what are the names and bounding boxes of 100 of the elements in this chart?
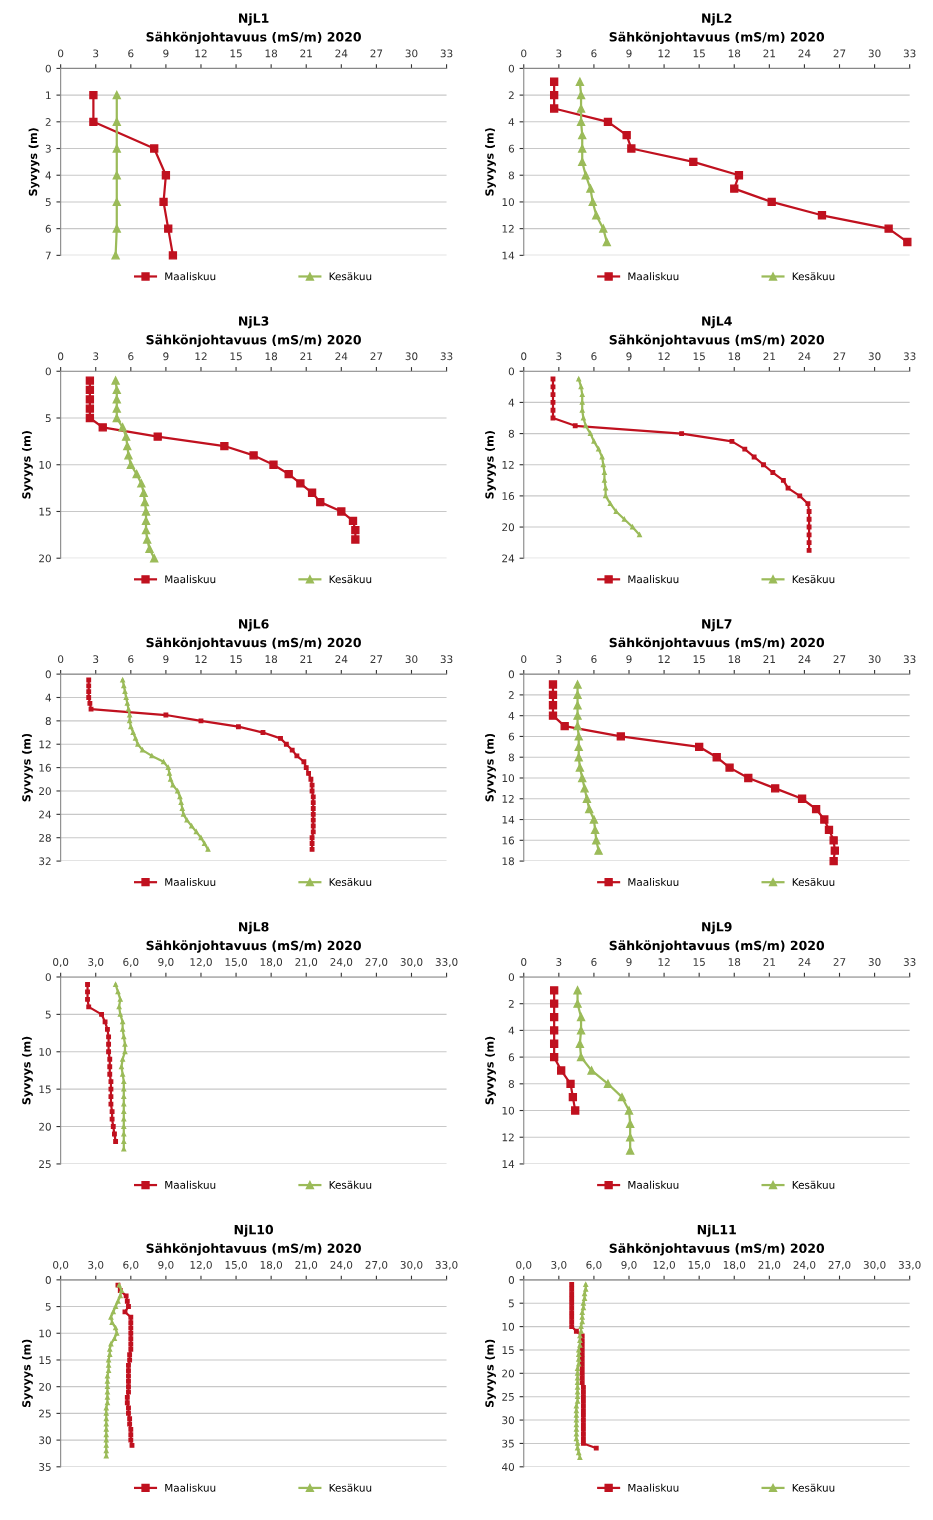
y-tick-label: 14 bbox=[502, 1160, 515, 1168]
y-axis-title: Syvyys (m) bbox=[21, 1036, 33, 1105]
chart-subtitle: Sähkönjohtavuus (mS/m) 2020 bbox=[609, 31, 825, 45]
y-tick-label: 25 bbox=[39, 1160, 51, 1169]
legend-label: Maaliskuu bbox=[628, 1483, 679, 1492]
y-tick-label: 0 bbox=[508, 1276, 515, 1284]
y-axis-title: Syvyys (m) bbox=[485, 1339, 496, 1408]
x-tick-label: 12,0 bbox=[190, 958, 212, 967]
y-axis-title: Syvyys (m) bbox=[21, 431, 33, 499]
x-tick-label: 33 bbox=[440, 49, 453, 58]
x-tick-label: 15 bbox=[230, 655, 242, 664]
x-tick-label: 27 bbox=[833, 49, 846, 58]
x-tick-label: 3 bbox=[556, 49, 562, 58]
x-tick-label: 12 bbox=[658, 655, 670, 663]
x-tick-label: 6 bbox=[591, 49, 597, 58]
x-tick-label: 18 bbox=[728, 49, 741, 58]
x-tick-label: 18 bbox=[265, 49, 278, 58]
legend-label: Maaliskuu bbox=[165, 575, 216, 584]
y-tick-label: 0 bbox=[45, 64, 51, 73]
x-tick-label: 6 bbox=[591, 655, 597, 664]
y-tick-label: 5 bbox=[508, 1299, 514, 1308]
x-tick-label: 9 bbox=[163, 49, 169, 58]
x-tick-label: 30,0 bbox=[400, 958, 423, 967]
x-tick-label: 27 bbox=[833, 958, 846, 966]
x-tick-label: 24 bbox=[335, 352, 348, 361]
x-tick-label: 6 bbox=[128, 49, 134, 58]
x-tick-label: 0 bbox=[58, 49, 64, 58]
x-tick-label: 0 bbox=[521, 352, 527, 361]
x-tick-label: 24 bbox=[335, 655, 348, 663]
x-tick-label: 27,0 bbox=[828, 1260, 851, 1270]
y-tick-label: 10 bbox=[39, 1047, 51, 1056]
x-tick-label: 24,0 bbox=[330, 958, 353, 967]
y-tick-label: 2 bbox=[508, 691, 514, 699]
y-tick-label: 7 bbox=[45, 251, 51, 260]
x-tick-label: 21 bbox=[763, 655, 775, 663]
x-tick-label: 0 bbox=[58, 655, 64, 664]
y-tick-label: 10 bbox=[39, 460, 51, 469]
chart-title: NjL6 bbox=[239, 618, 269, 632]
x-tick-label: 21 bbox=[300, 352, 312, 361]
x-tick-label: 21 bbox=[763, 352, 775, 361]
x-tick-label: 6 bbox=[591, 958, 597, 966]
x-tick-label: 18,0 bbox=[260, 958, 283, 967]
x-tick-label: 33 bbox=[903, 655, 916, 664]
y-tick-label: 18 bbox=[502, 857, 515, 866]
x-tick-label: 9,0 bbox=[621, 1260, 637, 1270]
y-tick-label: 35 bbox=[39, 1463, 51, 1471]
x-tick-label: 24 bbox=[798, 49, 811, 58]
legend-label: Kesäkuu bbox=[329, 575, 372, 584]
legend-label: Kesäkuu bbox=[329, 272, 372, 281]
legend-label: Maaliskuu bbox=[165, 877, 216, 886]
y-tick-label: 10 bbox=[39, 1329, 51, 1338]
x-tick-label: 15 bbox=[230, 49, 242, 58]
x-tick-label: 30 bbox=[868, 958, 881, 966]
y-tick-label: 4 bbox=[508, 118, 515, 126]
legend-label: Kesäkuu bbox=[792, 1180, 835, 1189]
x-tick-label: 3 bbox=[93, 655, 99, 664]
legend-label: Maaliskuu bbox=[628, 575, 679, 584]
chart-title: NjL1 bbox=[239, 13, 269, 26]
legend-label: Maaliskuu bbox=[628, 272, 679, 281]
y-tick-label: 30 bbox=[39, 1436, 51, 1445]
y-tick-label: 15 bbox=[39, 1356, 51, 1365]
x-tick-label: 12,0 bbox=[190, 1260, 212, 1270]
y-tick-label: 0 bbox=[45, 1276, 51, 1284]
y-tick-label: 14 bbox=[502, 815, 515, 824]
x-tick-label: 24,0 bbox=[330, 1260, 353, 1270]
x-tick-label: 6 bbox=[128, 655, 134, 664]
y-tick-label: 3 bbox=[45, 144, 51, 153]
x-tick-label: 33 bbox=[440, 352, 453, 361]
x-tick-label: 9,0 bbox=[158, 1260, 174, 1270]
y-tick-label: 5 bbox=[45, 198, 51, 207]
x-tick-label: 15 bbox=[693, 352, 705, 361]
y-tick-label: 0 bbox=[45, 973, 51, 982]
x-tick-label: 0 bbox=[521, 958, 527, 966]
chart-title: NjL11 bbox=[697, 1224, 736, 1237]
x-tick-label: 18,0 bbox=[260, 1260, 283, 1270]
legend-label: Maaliskuu bbox=[165, 1483, 216, 1492]
y-tick-label: 4 bbox=[508, 712, 515, 720]
x-tick-label: 3 bbox=[556, 958, 562, 966]
y-tick-label: 25 bbox=[39, 1409, 51, 1418]
y-tick-label: 20 bbox=[39, 554, 51, 563]
x-tick-label: 3 bbox=[556, 352, 562, 361]
y-tick-label: 12 bbox=[502, 794, 514, 803]
y-tick-label: 6 bbox=[508, 732, 515, 741]
y-tick-label: 10 bbox=[502, 1106, 515, 1115]
x-tick-label: 30 bbox=[868, 352, 881, 361]
y-tick-label: 20 bbox=[39, 787, 51, 796]
x-tick-label: 9 bbox=[626, 49, 632, 58]
x-tick-label: 18 bbox=[728, 655, 741, 664]
x-tick-label: 3 bbox=[93, 49, 99, 58]
y-tick-label: 1 bbox=[46, 91, 51, 100]
x-tick-label: 15 bbox=[693, 655, 705, 664]
y-tick-label: 10 bbox=[502, 774, 515, 783]
x-tick-label: 33 bbox=[903, 352, 916, 361]
y-axis-title: Syvyys (m) bbox=[21, 1339, 33, 1408]
y-tick-label: 4 bbox=[508, 398, 515, 407]
x-tick-label: 9 bbox=[163, 352, 169, 361]
y-tick-label: 5 bbox=[45, 414, 51, 423]
chart-title: NjL4 bbox=[702, 316, 732, 329]
y-tick-label: 8 bbox=[508, 753, 515, 762]
x-tick-label: 18 bbox=[728, 958, 741, 966]
